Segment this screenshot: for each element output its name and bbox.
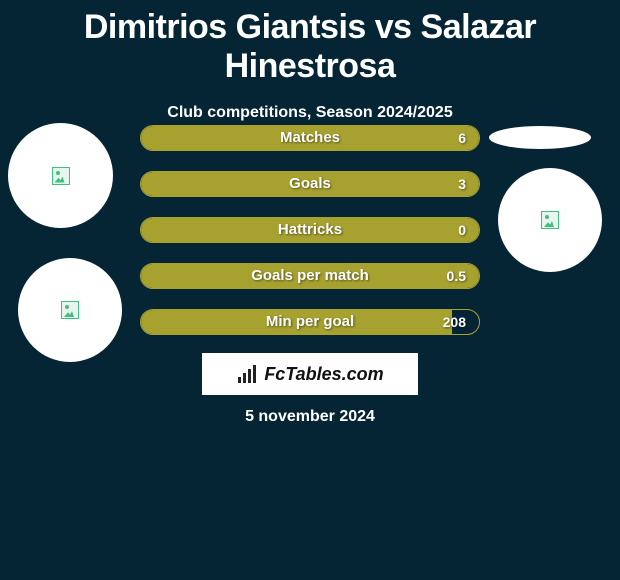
stat-row: Goals per match0.5 [140,263,480,289]
brand-text: FcTables.com [264,364,383,385]
brand-chart-icon [236,365,258,383]
stats-container: Matches6Goals3Hattricks0Goals per match0… [140,125,480,355]
brand-badge[interactable]: FcTables.com [202,353,418,395]
snapshot-date: 5 november 2024 [0,408,620,426]
image-placeholder-icon [541,211,559,229]
player-avatar-left-1 [8,123,113,228]
decorative-oval [489,126,591,149]
stat-label: Goals per match [140,263,480,289]
stat-value: 208 [443,309,466,335]
stat-label: Matches [140,125,480,151]
stat-label: Min per goal [140,309,480,335]
stat-value: 3 [458,171,466,197]
stat-row: Matches6 [140,125,480,151]
stat-value: 6 [458,125,466,151]
page-title: Dimitrios Giantsis vs Salazar Hinestrosa [0,0,620,86]
stat-row: Goals3 [140,171,480,197]
stat-row: Hattricks0 [140,217,480,243]
stat-label: Goals [140,171,480,197]
image-placeholder-icon [52,167,70,185]
page-subtitle: Club competitions, Season 2024/2025 [0,104,620,122]
image-placeholder-icon [61,301,79,319]
stat-value: 0.5 [447,263,466,289]
stat-value: 0 [458,217,466,243]
stat-row: Min per goal208 [140,309,480,335]
stat-label: Hattricks [140,217,480,243]
player-avatar-left-2 [18,258,122,362]
player-avatar-right [498,168,602,272]
